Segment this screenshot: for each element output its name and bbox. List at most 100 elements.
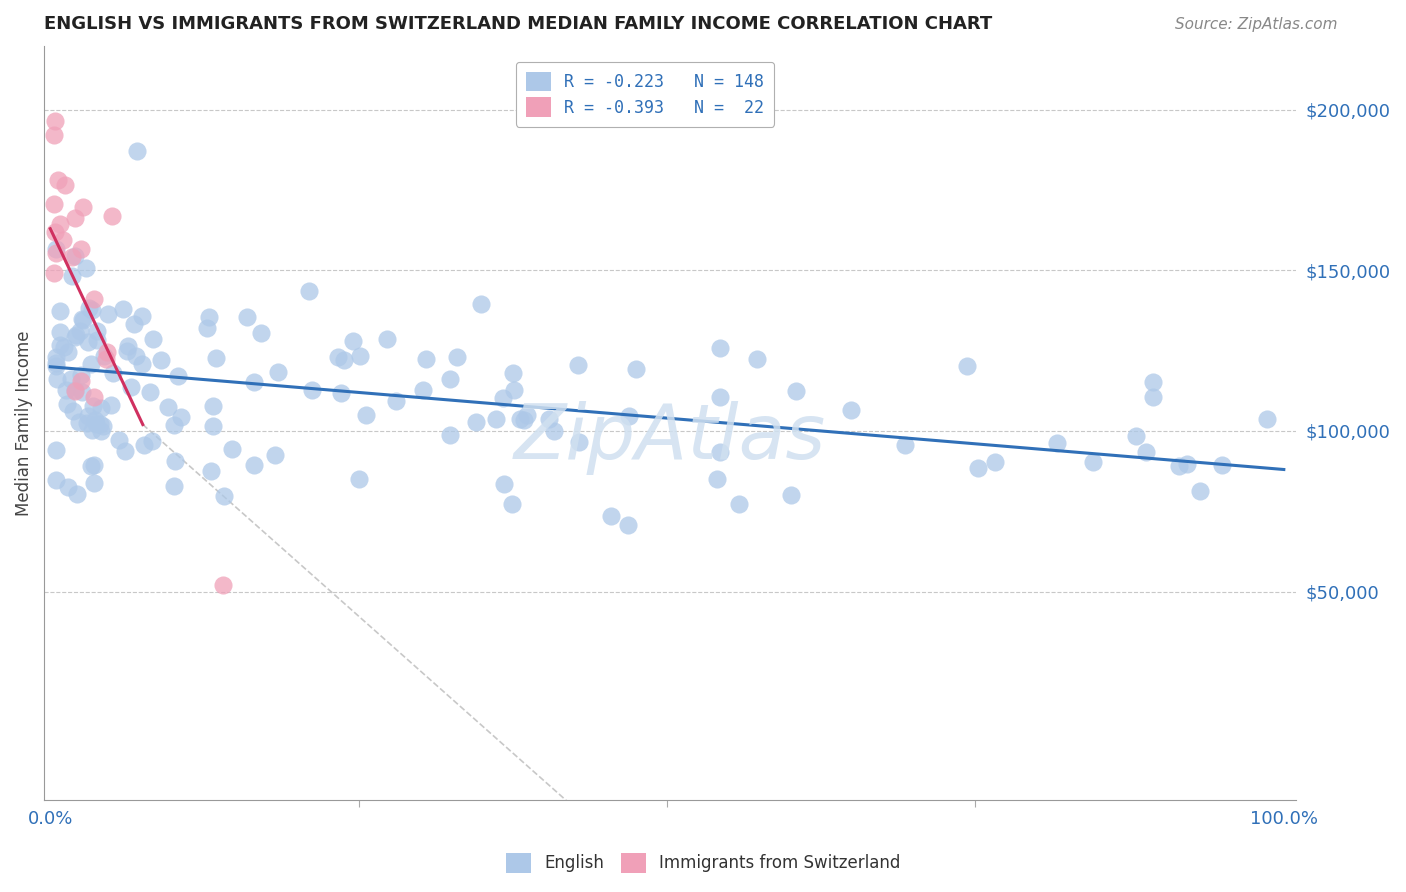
- Point: [537, 412, 560, 426]
- Legend: R = -0.223   N = 148, R = -0.393   N =  22: R = -0.223 N = 148, R = -0.393 N = 22: [516, 62, 775, 127]
- Point: [543, 424, 565, 438]
- Point: [84, 417, 107, 431]
- Point: [77, 335, 100, 350]
- Point: [149, 353, 172, 368]
- Point: [501, 497, 523, 511]
- Point: [197, 321, 219, 335]
- Point: [101, 366, 124, 380]
- Point: [44, 225, 66, 239]
- Point: [48, 217, 70, 231]
- Point: [617, 518, 640, 533]
- Point: [600, 509, 623, 524]
- Point: [415, 352, 437, 367]
- Point: [568, 434, 591, 449]
- Point: [328, 351, 350, 365]
- Point: [63, 211, 86, 225]
- Point: [86, 325, 108, 339]
- Point: [221, 442, 243, 456]
- Point: [201, 419, 224, 434]
- Point: [65, 383, 87, 397]
- Point: [264, 448, 287, 462]
- Point: [49, 304, 72, 318]
- Point: [60, 268, 83, 283]
- Point: [333, 353, 356, 368]
- Point: [709, 341, 731, 355]
- Point: [513, 413, 536, 427]
- Point: [706, 472, 728, 486]
- Point: [202, 399, 225, 413]
- Point: [165, 454, 187, 468]
- Point: [250, 326, 273, 340]
- Point: [236, 310, 259, 324]
- Point: [349, 349, 371, 363]
- Point: [142, 332, 165, 346]
- Point: [1167, 459, 1189, 474]
- Point: [55, 383, 77, 397]
- Point: [120, 379, 142, 393]
- Point: [747, 351, 769, 366]
- Point: [45, 359, 67, 373]
- Point: [134, 438, 156, 452]
- Point: [83, 476, 105, 491]
- Point: [212, 578, 235, 592]
- Point: [84, 413, 107, 427]
- Point: [131, 309, 153, 323]
- Point: [69, 375, 91, 389]
- Point: [839, 402, 862, 417]
- Point: [49, 338, 72, 352]
- Point: [266, 365, 288, 379]
- Point: [465, 415, 488, 429]
- Point: [65, 329, 87, 343]
- Point: [141, 434, 163, 448]
- Point: [298, 285, 321, 299]
- Point: [131, 357, 153, 371]
- Point: [163, 417, 186, 432]
- Point: [1083, 455, 1105, 469]
- Point: [45, 350, 67, 364]
- Point: [42, 266, 65, 280]
- Point: [385, 394, 408, 409]
- Point: [66, 487, 89, 501]
- Point: [114, 443, 136, 458]
- Point: [75, 261, 97, 276]
- Point: [62, 403, 84, 417]
- Text: ZipAtlas: ZipAtlas: [515, 401, 827, 475]
- Point: [1189, 483, 1212, 498]
- Point: [301, 383, 323, 397]
- Point: [65, 384, 87, 398]
- Point: [956, 359, 979, 374]
- Point: [72, 200, 94, 214]
- Point: [205, 351, 228, 365]
- Point: [97, 307, 120, 321]
- Point: [63, 249, 86, 263]
- Point: [55, 397, 77, 411]
- Point: [44, 114, 66, 128]
- Point: [83, 390, 105, 404]
- Point: [127, 144, 149, 158]
- Point: [1211, 458, 1233, 472]
- Point: [111, 301, 134, 316]
- Point: [1142, 390, 1164, 404]
- Point: [491, 391, 513, 405]
- Point: [169, 409, 191, 424]
- Point: [52, 340, 75, 354]
- Point: [100, 398, 122, 412]
- Point: [72, 313, 94, 327]
- Point: [48, 173, 70, 187]
- Point: [200, 465, 222, 479]
- Point: [967, 461, 990, 475]
- Point: [70, 311, 93, 326]
- Point: [101, 209, 124, 223]
- Point: [45, 443, 67, 458]
- Point: [45, 246, 67, 260]
- Point: [503, 383, 526, 397]
- Point: [79, 301, 101, 315]
- Point: [60, 372, 83, 386]
- Point: [58, 345, 80, 359]
- Point: [65, 327, 87, 342]
- Point: [894, 438, 917, 452]
- Point: [69, 242, 91, 256]
- Point: [96, 351, 118, 366]
- Point: [509, 411, 531, 425]
- Point: [354, 408, 377, 422]
